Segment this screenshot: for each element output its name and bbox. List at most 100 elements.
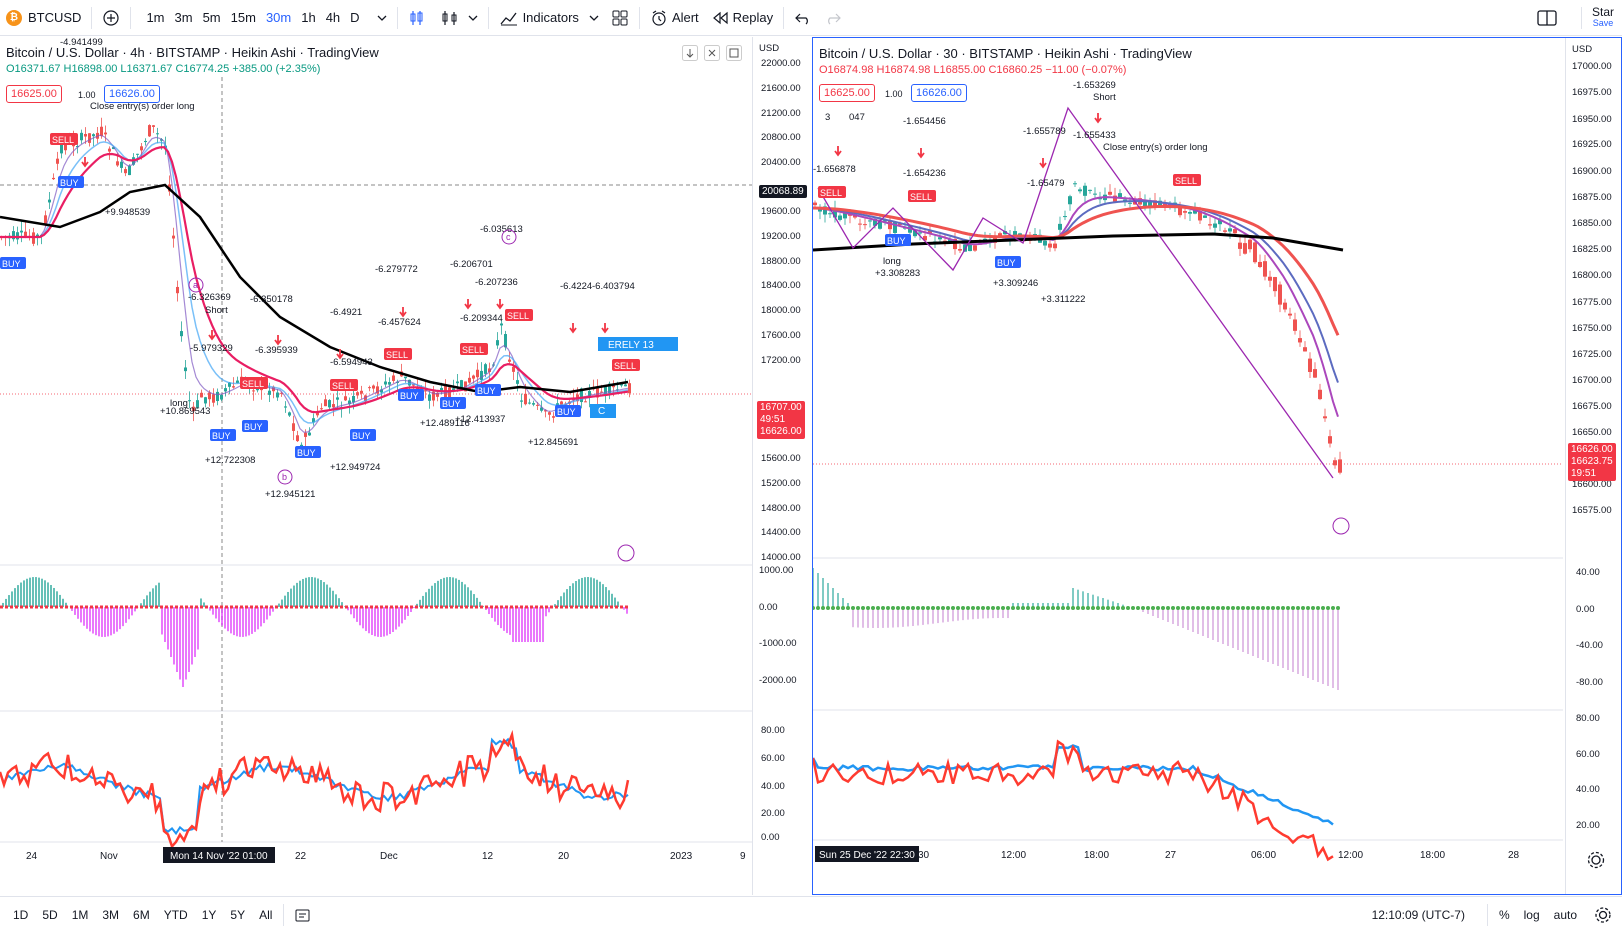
candle xyxy=(813,202,817,206)
redo-button[interactable] xyxy=(818,0,848,36)
left-chart-pane[interactable]: -4.941499 Close entry(s) order long -6.326… xyxy=(0,37,752,895)
buy-tag: BUY xyxy=(2,259,21,269)
timeframe-1h[interactable]: 1h xyxy=(301,10,316,25)
timeframe-30m[interactable]: 30m xyxy=(265,10,292,25)
price-tick: 20800.00 xyxy=(761,132,801,143)
candle xyxy=(1193,209,1197,214)
range-1m[interactable]: 1M xyxy=(71,907,89,922)
left-currency[interactable]: USD xyxy=(759,43,780,54)
range-5y[interactable]: 5Y xyxy=(230,907,246,922)
candle xyxy=(1063,216,1067,218)
timeframe-1m[interactable]: 1m xyxy=(146,10,165,25)
auto-toggle[interactable]: auto xyxy=(1553,907,1577,922)
scroll-down-icon[interactable] xyxy=(682,45,698,61)
range-ytd[interactable]: YTD xyxy=(163,907,188,922)
sell-price-button[interactable]: 16625.00 xyxy=(6,85,62,103)
layouts-button[interactable] xyxy=(605,0,635,36)
indicators-button[interactable]: Indicators xyxy=(493,0,605,36)
qty-value[interactable]: 1.00 xyxy=(78,90,96,100)
candle xyxy=(172,235,175,239)
candle xyxy=(92,134,95,137)
trade-annotation: Short xyxy=(1093,92,1116,103)
macd-signal-dot xyxy=(886,606,890,610)
timeframe-4h[interactable]: 4h xyxy=(325,10,341,25)
right-chart-pane[interactable]: -1.653269 -1.654456 -1.655789 -1.655433 -1.6… xyxy=(812,37,1622,895)
left-chart-canvas[interactable]: -4.941499 Close entry(s) order long -6.326… xyxy=(0,37,752,895)
macd-signal-dot xyxy=(1171,606,1175,610)
save-button[interactable]: Star Save xyxy=(1586,0,1622,36)
separator xyxy=(783,6,785,29)
right-price-axis[interactable]: USD 17000.00 16975.00 16950.00 16925.00 1690… xyxy=(1565,38,1621,894)
sell-tag: SELL xyxy=(386,350,408,360)
trade-annotation: Close entry(s) order long xyxy=(90,101,195,112)
range-1d[interactable]: 1D xyxy=(13,907,29,922)
candle xyxy=(544,410,547,412)
candle xyxy=(1053,243,1057,249)
replay-button[interactable]: Replay xyxy=(705,0,779,36)
range-5d[interactable]: 5D xyxy=(42,907,58,922)
ask-price: 16626.00 xyxy=(760,426,802,437)
log-toggle[interactable]: log xyxy=(1523,907,1540,922)
settings-gear-icon[interactable] xyxy=(1586,850,1606,870)
maximize-icon[interactable] xyxy=(726,45,742,61)
goto-date-icon[interactable] xyxy=(294,907,312,923)
candle xyxy=(232,386,235,388)
clock-time[interactable]: 12:10:09 (UTC-7) xyxy=(1371,907,1465,922)
range-all[interactable]: All xyxy=(259,907,273,922)
price-tick: 15600.00 xyxy=(761,453,801,464)
timeframe-dropdown[interactable] xyxy=(371,0,393,36)
price-tick: 60.00 xyxy=(761,753,785,764)
percent-toggle[interactable]: % xyxy=(1498,907,1510,922)
settings-gear-icon[interactable] xyxy=(1594,906,1612,924)
candle xyxy=(1188,212,1192,214)
macd-signal-dot xyxy=(1131,606,1135,610)
right-currency[interactable]: USD xyxy=(1572,44,1593,55)
sell-tag-bg xyxy=(818,186,846,198)
range-1y[interactable]: 1Y xyxy=(201,907,217,922)
qty-value[interactable]: 1.00 xyxy=(885,89,903,99)
buy-tag: BUY xyxy=(477,386,496,396)
close-icon[interactable] xyxy=(704,45,720,61)
candle xyxy=(152,125,155,127)
alert-button[interactable]: Alert xyxy=(644,0,705,36)
timeframe-3m[interactable]: 3m xyxy=(174,10,193,25)
buy-price-button[interactable]: 16626.00 xyxy=(911,84,967,102)
trade-annotation: -6.4224 xyxy=(560,281,592,292)
left-price-axis[interactable]: USD 22000.00 21600.00 21200.00 20800.00 2040… xyxy=(752,37,810,895)
undo-button[interactable] xyxy=(788,0,818,36)
macd-signal-dot xyxy=(856,606,860,610)
right-chart-canvas[interactable]: -1.653269 -1.654456 -1.655789 -1.655433 -1.6… xyxy=(813,38,1563,894)
macd-signal-dot xyxy=(1291,606,1295,610)
timeframe-5m[interactable]: 5m xyxy=(202,10,221,25)
buy-tag: BUY xyxy=(400,391,419,401)
buy-price-button[interactable]: 16626.00 xyxy=(104,85,160,103)
bar-type-button[interactable] xyxy=(434,0,484,36)
price-tick: 20.00 xyxy=(761,808,785,819)
trade-annotation: +12.722308 xyxy=(205,455,255,466)
layout-toggle-button[interactable] xyxy=(1531,0,1563,36)
symbol-search[interactable]: ₿ BTCUSD xyxy=(0,0,87,36)
bar-countdown: 49:51 xyxy=(760,414,786,425)
timeframe-D[interactable]: D xyxy=(350,10,360,25)
time-tick: 22 xyxy=(295,851,307,862)
candle xyxy=(540,407,543,411)
crosshair-price-tag: 20068.89 xyxy=(759,185,807,198)
candle xyxy=(508,359,511,362)
timeframe-15m[interactable]: 15m xyxy=(230,10,256,25)
range-3m[interactable]: 3M xyxy=(102,907,120,922)
sell-tag-bg xyxy=(460,343,488,355)
candle xyxy=(324,399,327,407)
trade-annotation: +12.949724 xyxy=(330,462,380,473)
candle xyxy=(116,161,119,166)
candle xyxy=(1108,191,1112,195)
price-tick: 16675.00 xyxy=(1572,401,1612,412)
last-price: 16707.00 xyxy=(760,402,802,413)
candle xyxy=(1243,243,1247,254)
buy-tag: BUY xyxy=(212,431,231,441)
bar-style-button[interactable] xyxy=(402,0,434,36)
range-6m[interactable]: 6M xyxy=(133,907,150,922)
trade-annotation: +9.948539 xyxy=(105,207,150,218)
sell-price-button[interactable]: 16625.00 xyxy=(819,84,875,102)
ohlc-low: L16371.67 xyxy=(120,63,173,75)
compare-button[interactable] xyxy=(96,0,126,36)
